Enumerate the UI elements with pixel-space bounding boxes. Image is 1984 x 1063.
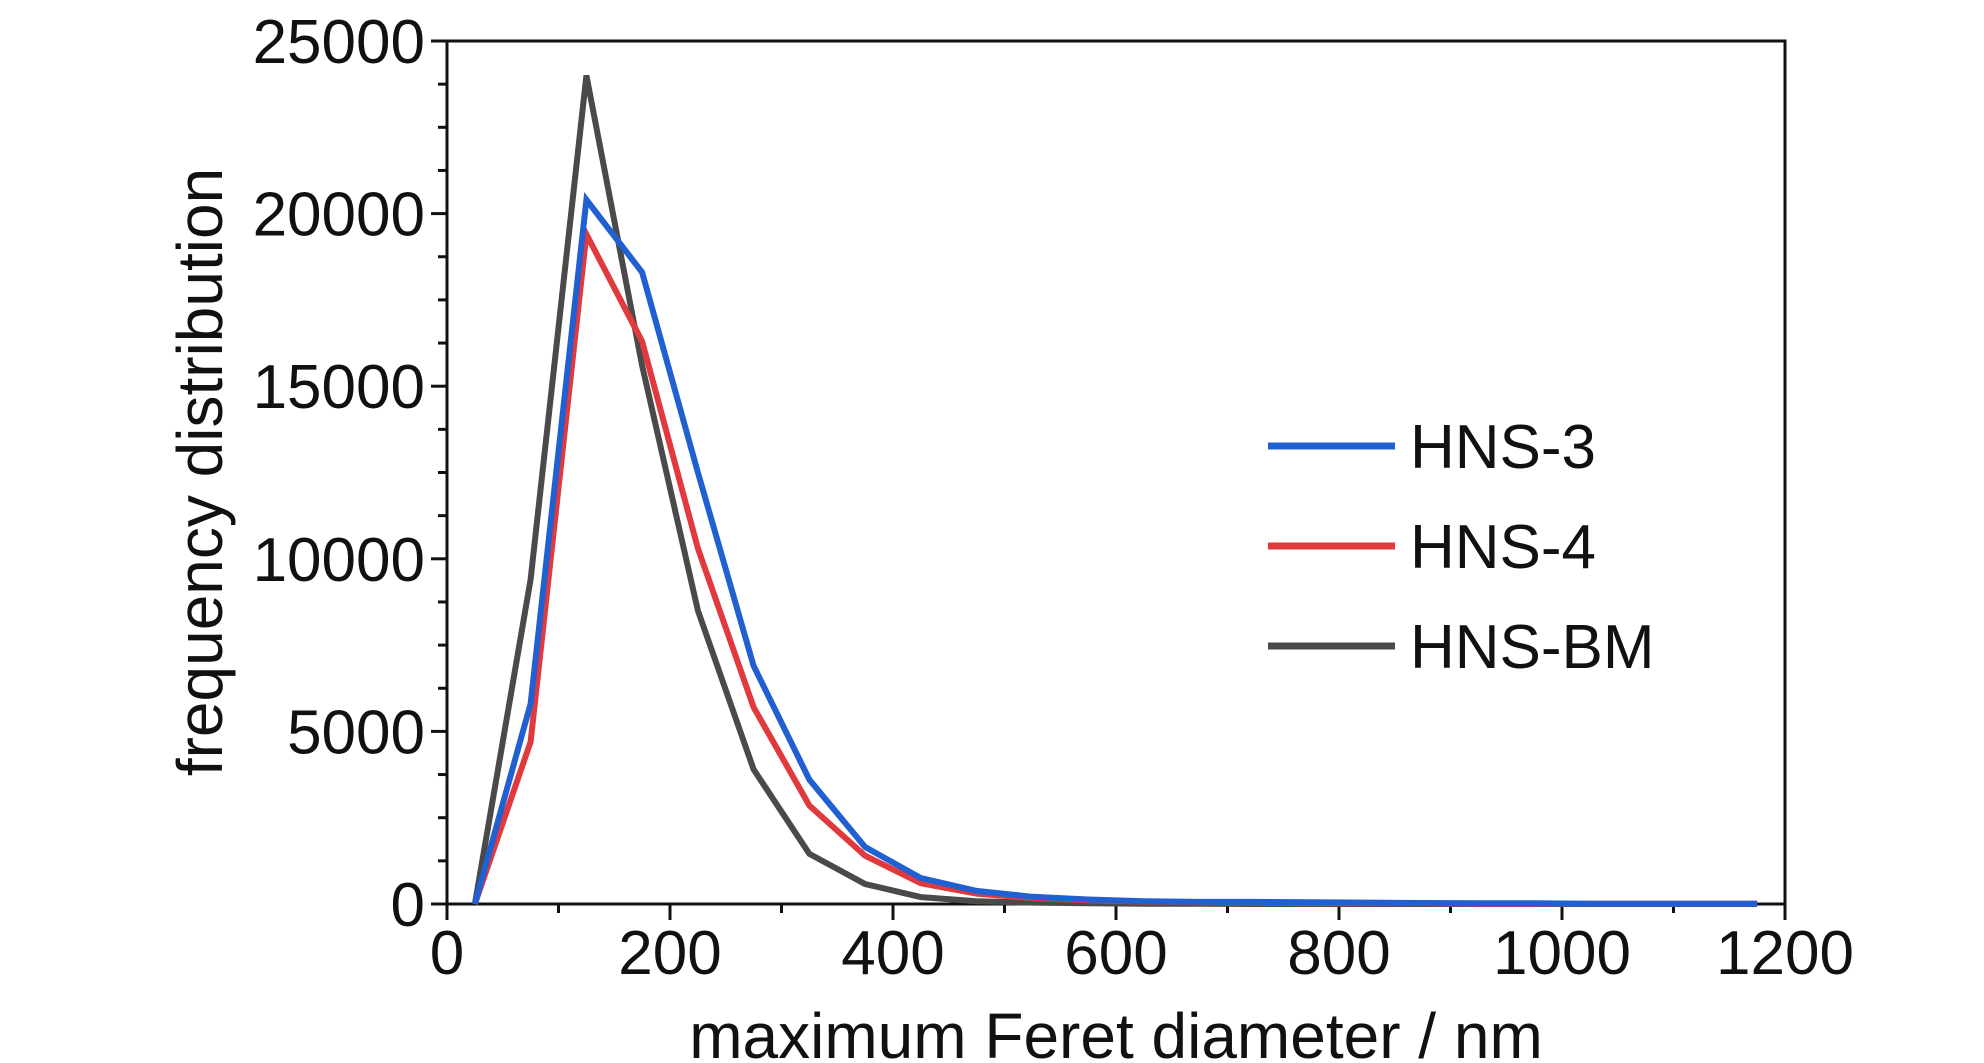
x-tick-label: 0 — [430, 919, 464, 988]
legend: HNS-3 HNS-4 HNS-BM — [1268, 413, 1655, 682]
y-axis-title: frequency distribution — [164, 168, 236, 776]
y-axis: 0 5000 10000 15000 20000 25000 — [253, 8, 447, 940]
x-axis: 0 200 400 600 800 1000 1200 — [430, 904, 1854, 988]
x-tick-label: 800 — [1287, 919, 1390, 988]
x-tick-label: 600 — [1064, 919, 1167, 988]
y-tick-label: 15000 — [253, 353, 425, 422]
legend-label-hns-3: HNS-3 — [1410, 413, 1596, 482]
x-axis-title: maximum Feret diameter / nm — [689, 1000, 1543, 1063]
x-tick-label: 1200 — [1716, 919, 1854, 988]
legend-label-hns-4: HNS-4 — [1410, 513, 1596, 582]
y-tick-label: 20000 — [253, 181, 425, 250]
y-tick-label: 25000 — [253, 8, 425, 77]
series-line-hns-3 — [472, 192, 1758, 907]
series-layer — [471, 74, 1758, 907]
x-tick-label: 200 — [618, 919, 721, 988]
x-tick-label: 1000 — [1493, 919, 1631, 988]
y-tick-label: 10000 — [253, 526, 425, 595]
y-tick-label: 5000 — [287, 698, 425, 767]
x-tick-label: 400 — [841, 919, 944, 988]
legend-label-hns-bm: HNS-BM — [1410, 613, 1655, 682]
series-line-hns-bm — [471, 74, 1758, 907]
y-tick-label: 0 — [391, 871, 425, 940]
